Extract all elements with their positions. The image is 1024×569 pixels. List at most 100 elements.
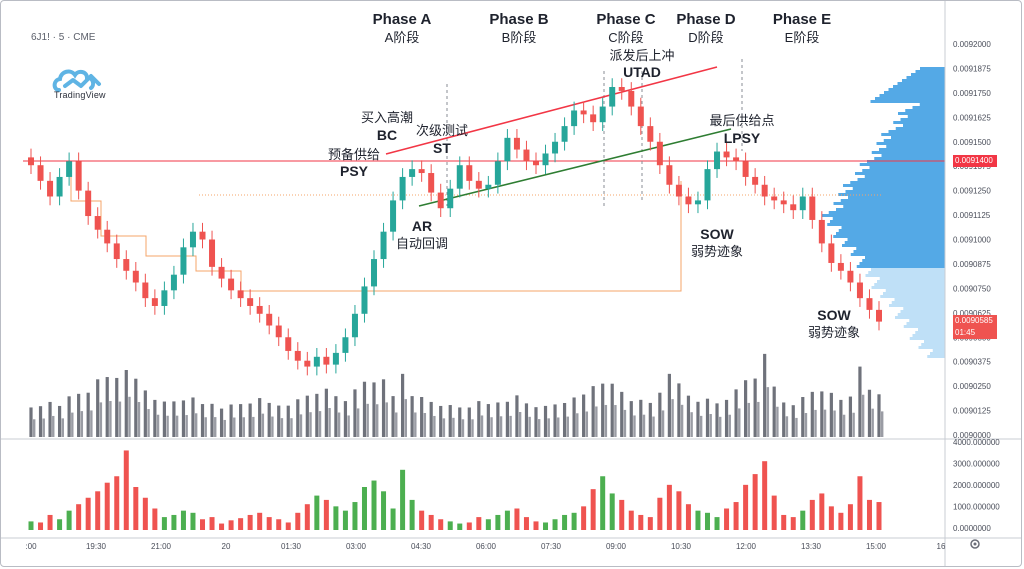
volume-bar: [648, 402, 652, 437]
candle-body: [285, 337, 292, 351]
price-axis-label: 0.0091500: [953, 138, 991, 147]
profile-row: [881, 133, 945, 136]
volume-bar: [467, 407, 471, 437]
volume-bar: [734, 389, 738, 437]
profile-row: [879, 148, 945, 151]
bc-cn-label: 买入高潮: [361, 110, 413, 125]
time-axis-label: 09:00: [606, 542, 627, 551]
sow2-label: SOW: [817, 307, 851, 323]
volume-bar: [490, 417, 493, 437]
histogram-bar: [400, 469, 406, 530]
profile-row: [891, 136, 945, 139]
volume-bar: [366, 403, 369, 437]
histogram-bar: [190, 512, 196, 530]
volume-bar: [699, 415, 703, 437]
volume-bar: [90, 410, 93, 437]
last-price-tag: 0.0090585: [953, 315, 997, 327]
volume-bar: [547, 418, 550, 437]
volume-bar: [477, 401, 481, 437]
candle-body: [609, 87, 616, 107]
candle-body: [28, 157, 34, 166]
candle-body: [380, 231, 387, 260]
candle-body: [371, 259, 378, 287]
profile-row: [895, 316, 945, 319]
volume-axis[interactable]: 4000.000000 3000.000000 2000.000000 1000.00…: [953, 438, 1000, 533]
time-axis[interactable]: :00 19:30 21:00 20 01:30 03:00 04:30 06:00 07:30…: [25, 542, 946, 551]
candle-body: [399, 176, 406, 201]
phase-a-title: Phase A: [373, 11, 432, 28]
profile-row: [847, 238, 945, 241]
profile-row: [915, 70, 945, 73]
volume-bar: [591, 386, 595, 437]
profile-row: [924, 340, 945, 343]
volume-bar: [61, 418, 64, 437]
profile-row: [869, 166, 945, 169]
volume-bar: [744, 380, 748, 437]
candle-body: [142, 282, 149, 299]
volume-bar: [642, 414, 646, 437]
histogram-bar: [104, 482, 110, 530]
volume-bar: [623, 409, 627, 437]
profile-row: [919, 103, 945, 106]
candle-body: [504, 137, 511, 162]
volume-bar: [719, 416, 722, 437]
volume-bar: [620, 391, 624, 437]
profile-row: [841, 226, 945, 229]
volume-bar: [156, 414, 160, 437]
candle-body: [466, 165, 473, 181]
profile-row: [903, 124, 945, 127]
candle-body: [123, 259, 130, 271]
profile-row: [871, 268, 945, 271]
profile-row: [845, 190, 945, 193]
volume-bar: [566, 416, 569, 437]
volume-bar: [404, 399, 407, 437]
volume-bar: [229, 404, 233, 437]
volume-bar: [296, 399, 300, 437]
candle-body: [266, 313, 273, 326]
volume-bar: [128, 396, 131, 437]
time-axis-label: 01:30: [281, 542, 302, 551]
histogram-bar: [609, 493, 615, 530]
volume-bar: [610, 383, 614, 437]
candle-body: [828, 243, 835, 263]
candle-body: [75, 161, 82, 191]
volume-bar: [318, 411, 322, 437]
profile-row: [843, 205, 945, 208]
candle-body: [790, 204, 797, 211]
profile-row: [900, 118, 945, 121]
symbol-label[interactable]: 6J1! · 5 · CME: [31, 32, 96, 43]
candle-body: [799, 196, 806, 211]
volume-bar: [738, 408, 741, 437]
lpsy-cn-label: 最后供给点: [709, 113, 774, 128]
volume-bar: [343, 401, 348, 437]
profile-row: [879, 94, 945, 97]
volume-bar: [867, 389, 872, 437]
price-axis[interactable]: 0.0092000 0.0091875 0.0091750 0.0091625 0.00…: [953, 40, 991, 440]
profile-row: [891, 301, 945, 304]
candle-body: [390, 200, 397, 232]
volume-bar: [38, 406, 43, 437]
time-axis-label: 10:30: [671, 542, 692, 551]
settings-gear-icon[interactable]: [970, 539, 980, 549]
time-axis-label: 12:00: [736, 542, 757, 551]
volume-bar: [429, 401, 433, 437]
histogram-bar: [409, 499, 415, 530]
profile-row: [862, 169, 945, 172]
candle-body: [161, 290, 168, 306]
volume-bar: [486, 404, 490, 437]
histogram-bar: [295, 512, 301, 530]
volume-bar: [353, 389, 357, 437]
price-axis-label: 0.0091750: [953, 89, 991, 98]
volume-bar: [210, 403, 214, 437]
candle-body: [685, 196, 692, 205]
profile-row: [859, 163, 945, 166]
histogram-bar: [619, 499, 625, 530]
time-axis-label: 15:00: [866, 542, 887, 551]
volume-bar: [356, 408, 360, 437]
volume-bar: [652, 416, 655, 437]
volume-bar: [162, 401, 166, 437]
phase-a-sub: A阶段: [385, 30, 420, 45]
volume-bar: [782, 402, 786, 437]
histogram-bar: [419, 510, 425, 530]
